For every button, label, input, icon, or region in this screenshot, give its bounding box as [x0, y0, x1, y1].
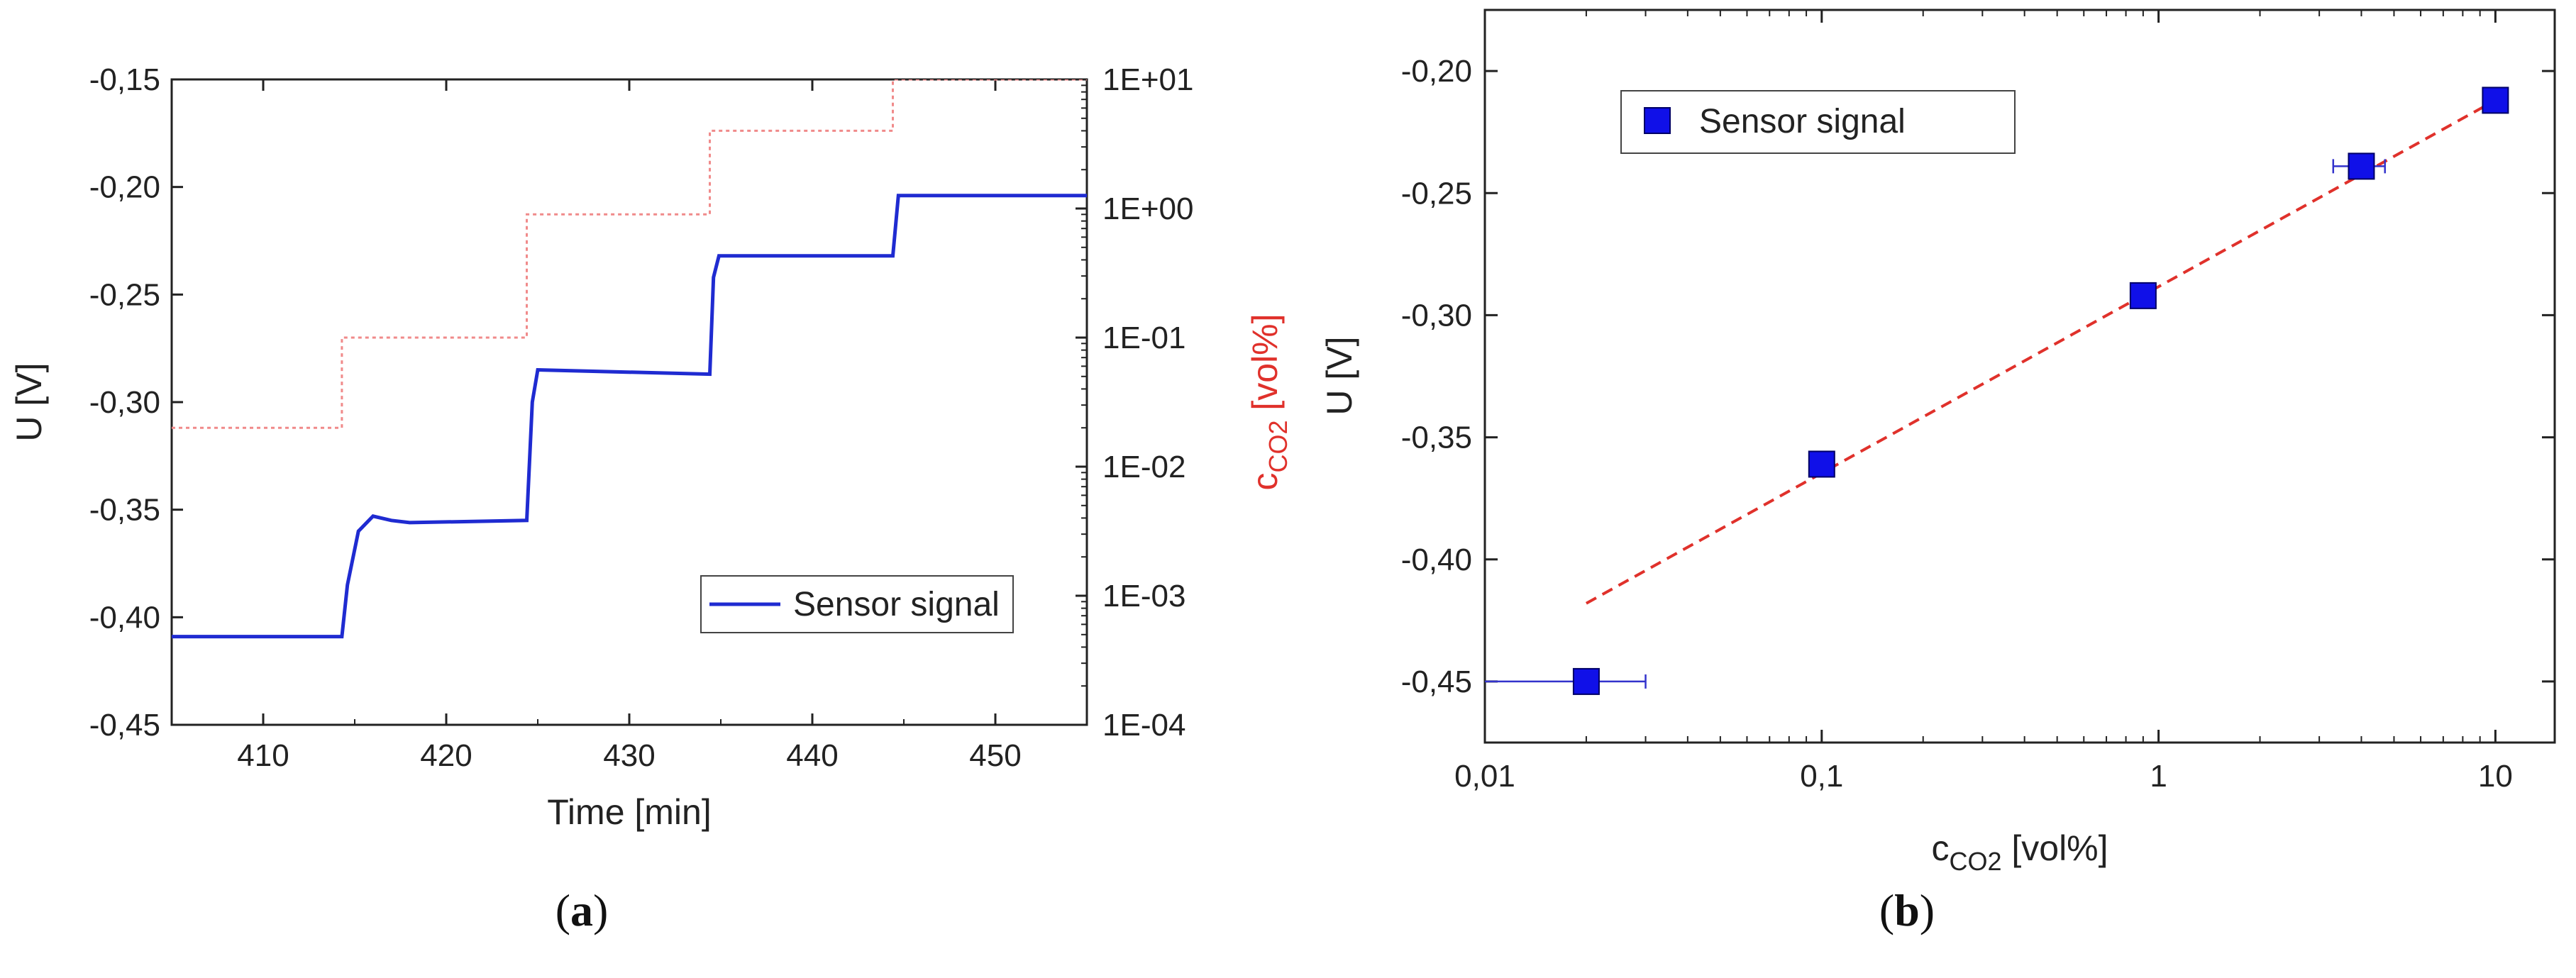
panel-a-y-tick-label: -0,40: [89, 600, 160, 635]
panel-b-x-tick-label: 1: [2150, 759, 2167, 794]
panel-a-y-tick-label: -0,25: [89, 277, 160, 312]
panel-a-y-axis-label: U [V]: [9, 362, 49, 441]
panel-b-points: [1572, 87, 2509, 695]
panel-a-y-tick-label: -0,20: [89, 170, 160, 205]
panel-a-y-tick-label: -0,35: [89, 493, 160, 528]
panel-b-y-tick-label: -0,25: [1401, 176, 1472, 211]
panel-b-data-point: [1808, 450, 1835, 478]
panel-a-concentration-line: [172, 79, 1087, 429]
panel-a-y-tick-label: -0,45: [89, 708, 160, 743]
panel-a-x-tick-label: 410: [237, 738, 289, 773]
panel-b-data-point: [2482, 87, 2509, 114]
panel-a-legend-label: Sensor signal: [793, 586, 1000, 623]
panel-a-x-tick-label: 430: [603, 738, 655, 773]
panel-b-legend-swatch: [1644, 107, 1671, 134]
panel-b-error-bars: [1485, 159, 2386, 689]
panel-b-x-tick-label: 0,01: [1454, 759, 1515, 794]
panel-a-y2-tick-label: 1E+00: [1102, 191, 1193, 226]
panel-a-y2-tick-label: 1E-02: [1102, 450, 1185, 484]
panel-b-y-axis-label: U [V]: [1320, 336, 1359, 415]
panel-b: 0,01 0,1 1 10 -0,45 -0,40 -0,35 -0,30 -0,25 -0,2…: [1320, 9, 2556, 935]
panel-a-x-tick-label: 420: [420, 738, 472, 773]
panel-b-data-point: [1572, 667, 1600, 695]
panel-b-y-tick-label: -0,45: [1401, 665, 1472, 699]
panel-a-y2-tick-label: 1E-03: [1102, 579, 1185, 613]
panel-b-y-tick-label: -0,20: [1401, 54, 1472, 89]
panel-b-plot-frame: [1483, 9, 2556, 744]
panel-b-y-tick-label: -0,40: [1401, 543, 1472, 577]
panel-b-legend-box: [1620, 90, 2016, 154]
panel-a-x-tick-label: 440: [786, 738, 838, 773]
panel-a-x-axis-label: Time [min]: [547, 792, 712, 832]
panel-a-y2-axis-label: cCO2 [vol%]: [1245, 313, 1293, 490]
panel-a: 410 420 430 440 450 -0,45 -0,40 -0,35 -0,30 -0,2…: [9, 62, 1293, 935]
panel-b-x-axis-label: cCO2 [vol%]: [1931, 828, 2108, 876]
panel-a-sensor-signal-line: [172, 194, 1087, 639]
panel-a-x-tick-label: 450: [969, 738, 1021, 773]
panel-b-x-tick-label: 10: [2478, 759, 2513, 794]
panel-a-y2-tick-label: 1E+01: [1102, 62, 1193, 97]
panel-b-x-tick-label: 0,1: [1800, 759, 1843, 794]
panel-b-y-tick-label: -0,30: [1401, 298, 1472, 333]
panel-a-caption: (a): [555, 885, 609, 935]
panel-b-legend-label: Sensor signal: [1699, 103, 1906, 140]
panel-a-x-ticks: 410 420 430 440 450: [171, 79, 1088, 773]
panel-a-y-tick-label: -0,30: [89, 385, 160, 420]
panel-a-y2-ticks: 1E-04 1E-03 1E-02 1E-01 1E+00 1E+01: [1076, 62, 1193, 743]
panel-b-data-point: [2348, 152, 2375, 180]
panel-b-legend: Sensor signal: [1620, 90, 2016, 154]
panel-a-y2-tick-label: 1E-01: [1102, 321, 1185, 355]
panel-b-data-point: [2129, 282, 2157, 309]
panel-b-x-ticks: 0,01 0,1 1 10: [1454, 10, 2513, 794]
panel-b-y-tick-label: -0,35: [1401, 421, 1472, 455]
panel-b-y-ticks: -0,45 -0,40 -0,35 -0,30 -0,25 -0,20: [1401, 54, 2555, 699]
panel-a-y-tick-label: -0,15: [89, 62, 160, 97]
panel-b-caption: (b): [1879, 885, 1935, 935]
panel-a-y-ticks: -0,45 -0,40 -0,35 -0,30 -0,25 -0,20 -0,15: [89, 62, 183, 743]
panel-b-fit-line: [1585, 99, 2497, 605]
panel-a-y2-tick-label: 1E-04: [1102, 708, 1185, 743]
panel-a-legend: Sensor signal: [700, 575, 1014, 633]
